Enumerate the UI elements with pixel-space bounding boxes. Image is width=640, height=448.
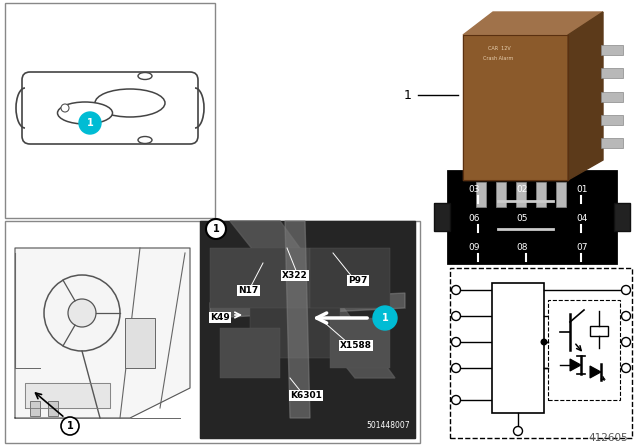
Bar — [250, 288, 340, 358]
Polygon shape — [15, 248, 190, 418]
Bar — [590, 326, 608, 336]
Bar — [450, 268, 632, 438]
Circle shape — [451, 337, 461, 346]
Bar — [210, 248, 310, 308]
Text: X322: X322 — [282, 271, 308, 280]
Text: 08: 08 — [516, 242, 527, 251]
Polygon shape — [285, 221, 310, 418]
Bar — [536, 182, 546, 207]
Bar — [200, 221, 415, 438]
Bar — [601, 45, 623, 55]
Circle shape — [513, 426, 522, 435]
Bar — [5, 3, 215, 218]
Bar — [548, 300, 620, 400]
Circle shape — [44, 275, 120, 351]
Polygon shape — [25, 383, 110, 408]
Text: Crash Alarm: Crash Alarm — [483, 56, 513, 61]
Circle shape — [61, 104, 69, 112]
Circle shape — [621, 363, 630, 372]
Bar — [125, 318, 155, 368]
Text: 03: 03 — [468, 185, 479, 194]
Bar — [601, 92, 623, 102]
Ellipse shape — [95, 89, 165, 117]
Ellipse shape — [58, 102, 113, 124]
Text: K49: K49 — [210, 313, 230, 322]
Text: CAR  12V: CAR 12V — [488, 46, 511, 51]
Circle shape — [68, 299, 96, 327]
Bar — [30, 401, 40, 416]
Text: 09: 09 — [468, 242, 479, 251]
Text: 02: 02 — [516, 185, 527, 194]
Text: 1: 1 — [381, 313, 388, 323]
Text: 1: 1 — [86, 118, 93, 128]
Text: 501448007: 501448007 — [366, 421, 410, 430]
Bar — [5, 221, 420, 443]
Text: 06: 06 — [468, 214, 479, 223]
Text: K6301: K6301 — [290, 391, 322, 400]
Polygon shape — [463, 35, 568, 180]
Circle shape — [451, 396, 461, 405]
Bar — [601, 68, 623, 78]
Polygon shape — [200, 221, 415, 438]
Text: X1588: X1588 — [340, 341, 372, 350]
Bar — [614, 203, 630, 231]
Polygon shape — [463, 12, 603, 35]
Bar — [601, 138, 623, 148]
Text: 04: 04 — [576, 214, 588, 223]
FancyBboxPatch shape — [22, 72, 198, 144]
Ellipse shape — [138, 73, 152, 79]
Text: 07: 07 — [576, 242, 588, 251]
Text: P97: P97 — [348, 276, 367, 285]
Bar — [556, 182, 566, 207]
Circle shape — [79, 112, 101, 134]
Circle shape — [621, 311, 630, 320]
Bar — [448, 171, 616, 263]
Circle shape — [451, 363, 461, 372]
Circle shape — [451, 311, 461, 320]
Text: 1: 1 — [212, 224, 220, 234]
Text: 412605: 412605 — [588, 433, 628, 443]
Bar — [48, 401, 58, 416]
Polygon shape — [570, 359, 581, 371]
Circle shape — [373, 306, 397, 330]
Text: N17: N17 — [238, 286, 259, 295]
Polygon shape — [590, 366, 601, 378]
Bar — [492, 283, 544, 413]
Circle shape — [621, 285, 630, 294]
Bar — [310, 248, 390, 308]
Bar — [601, 115, 623, 125]
Polygon shape — [210, 293, 405, 318]
Text: 01: 01 — [576, 185, 588, 194]
Bar — [614, 203, 630, 231]
Circle shape — [451, 285, 461, 294]
Bar — [516, 182, 526, 207]
Text: 1: 1 — [404, 89, 412, 102]
Polygon shape — [230, 221, 395, 378]
Bar — [434, 203, 450, 231]
Circle shape — [206, 219, 226, 239]
Bar — [220, 328, 280, 378]
Text: 05: 05 — [516, 214, 527, 223]
Polygon shape — [568, 12, 603, 180]
Text: 1: 1 — [67, 421, 74, 431]
Circle shape — [541, 339, 547, 345]
Bar — [476, 182, 486, 207]
Circle shape — [621, 337, 630, 346]
Circle shape — [61, 417, 79, 435]
Bar — [330, 318, 390, 368]
Ellipse shape — [138, 137, 152, 143]
Bar — [496, 182, 506, 207]
Bar — [434, 203, 450, 231]
